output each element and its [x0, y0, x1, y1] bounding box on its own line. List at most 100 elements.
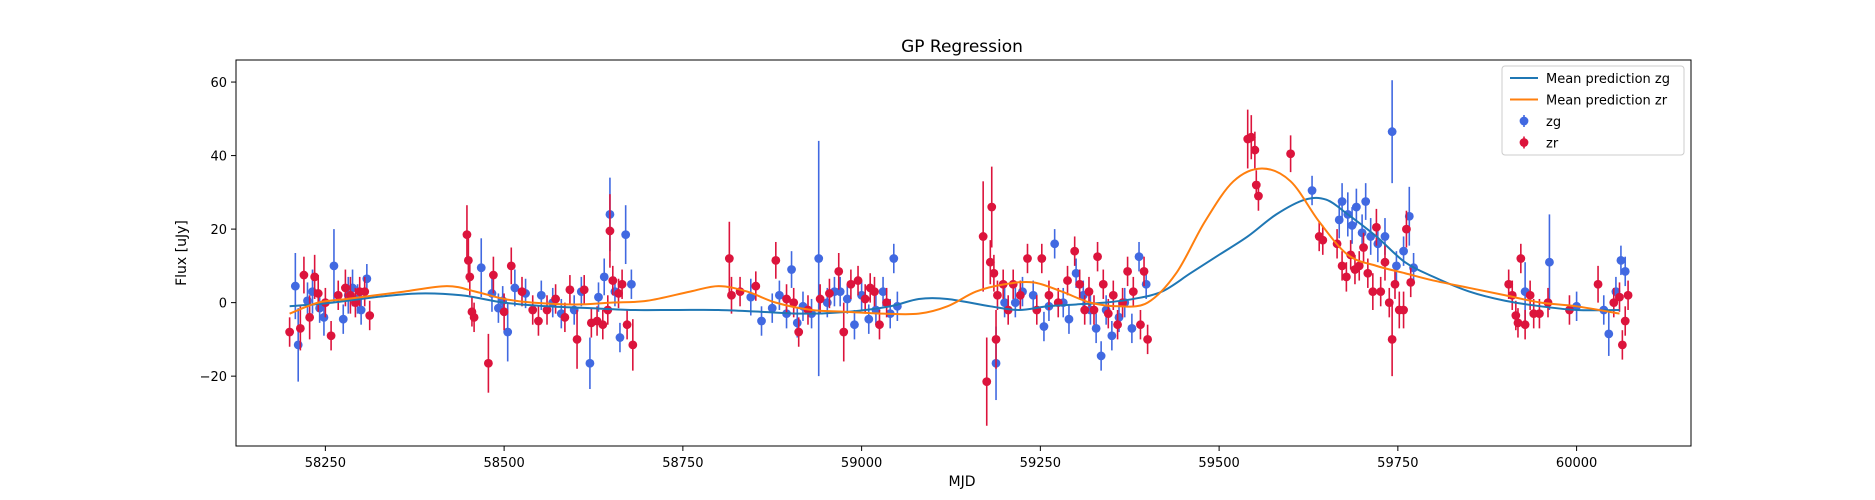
- data-point-zg-60: [1039, 322, 1049, 331]
- data-point-zg-20: [536, 290, 546, 300]
- data-point-zg-11: [356, 305, 366, 315]
- data-point-zr-135: [1609, 298, 1619, 308]
- data-point-zr-136: [1615, 292, 1624, 302]
- data-point-zg-57: [1010, 298, 1020, 308]
- data-point-zr-1: [295, 323, 305, 333]
- data-point-zr-85: [1093, 252, 1102, 262]
- data-point-zg-5: [319, 312, 329, 322]
- data-point-zr-101: [1286, 149, 1296, 159]
- data-point-zg-17: [503, 327, 513, 337]
- data-point-zr-22: [499, 307, 509, 317]
- data-point-zr-94: [1139, 266, 1149, 276]
- data-point-zg-90: [1399, 246, 1408, 256]
- data-point-zr-54: [834, 266, 844, 276]
- data-point-zr-28: [551, 294, 560, 304]
- data-point-zr-0: [285, 327, 295, 337]
- data-point-zr-100: [1254, 191, 1263, 201]
- data-point-zr-17: [465, 272, 475, 282]
- data-point-zr-62: [882, 298, 892, 308]
- data-point-zr-97: [1246, 132, 1256, 142]
- data-point-zr-103: [1318, 235, 1328, 245]
- data-point-zr-38: [608, 276, 618, 285]
- data-point-zg-87: [1380, 232, 1390, 241]
- data-point-zg-13: [476, 263, 486, 273]
- data-point-zr-123: [1504, 279, 1514, 289]
- data-point-zr-86: [1098, 279, 1108, 289]
- data-point-zr-27: [542, 305, 552, 315]
- data-point-zr-55: [839, 327, 849, 337]
- data-point-zg-83: [1357, 228, 1367, 238]
- data-point-zg-75: [1134, 252, 1144, 262]
- data-point-zr-13: [360, 287, 370, 296]
- data-point-zr-65: [985, 257, 995, 267]
- data-point-zr-60: [870, 287, 879, 296]
- y-axis-label: Flux [uJy]: [174, 220, 190, 286]
- data-point-zr-106: [1341, 272, 1351, 282]
- data-point-zr-32: [579, 285, 589, 295]
- data-point-zr-109: [1354, 261, 1364, 271]
- data-point-zr-118: [1390, 279, 1400, 289]
- data-point-zg-46: [842, 294, 852, 304]
- data-point-zg-99: [1616, 255, 1626, 265]
- x-tick-label-59000: 59000: [841, 456, 882, 471]
- data-point-zg-33: [746, 292, 756, 302]
- data-point-zg-59: [1028, 290, 1038, 300]
- data-point-zr-138: [1620, 316, 1630, 326]
- data-point-zr-24: [517, 287, 527, 296]
- data-point-zr-111: [1363, 268, 1373, 278]
- data-point-zr-121: [1402, 224, 1411, 234]
- x-tick-label-59250: 59250: [1020, 456, 1061, 471]
- data-point-zr-56: [846, 279, 856, 289]
- data-point-zg-51: [878, 287, 888, 296]
- data-point-zg-53: [889, 254, 899, 263]
- data-point-zg-64: [1064, 314, 1074, 324]
- data-point-zr-81: [1075, 279, 1085, 289]
- data-point-zg-39: [792, 318, 802, 328]
- data-point-zr-40: [617, 279, 627, 289]
- data-point-zr-98: [1250, 145, 1260, 155]
- x-axis-label: MJD: [949, 474, 976, 490]
- data-point-zg-71: [1107, 331, 1117, 341]
- data-point-zr-30: [565, 285, 575, 295]
- data-point-zg-65: [1071, 268, 1081, 278]
- data-point-zg-1: [293, 340, 303, 350]
- data-point-zr-15: [462, 230, 472, 240]
- data-point-zr-16: [463, 255, 473, 265]
- data-point-zr-127: [1516, 254, 1526, 263]
- data-point-zg-38: [787, 265, 796, 274]
- data-point-zr-68: [991, 334, 1001, 344]
- data-point-zr-47: [771, 255, 781, 265]
- data-point-zr-87: [1103, 309, 1113, 319]
- data-point-zg-32: [626, 279, 636, 289]
- data-point-zg-89: [1392, 261, 1401, 271]
- data-point-zr-9: [340, 283, 350, 293]
- data-point-zr-117: [1387, 334, 1397, 344]
- data-point-zg-35: [767, 303, 777, 313]
- data-point-zr-77: [1044, 290, 1054, 300]
- legend-label-mean-prediction-zg: Mean prediction zg: [1546, 72, 1670, 87]
- data-point-zr-26: [534, 316, 543, 326]
- data-point-zg-31: [621, 230, 631, 240]
- data-point-zr-80: [1070, 246, 1080, 256]
- data-point-zg-100: [1620, 266, 1630, 276]
- x-tick-label-58500: 58500: [483, 456, 524, 471]
- data-point-zr-134: [1593, 279, 1603, 289]
- data-point-zr-131: [1535, 309, 1544, 319]
- data-point-zg-34: [757, 316, 766, 326]
- data-point-zg-42: [814, 254, 824, 263]
- data-point-zr-128: [1520, 320, 1530, 330]
- data-point-zr-105: [1337, 261, 1347, 271]
- y-tick-label-20: 20: [210, 223, 227, 238]
- data-point-zr-139: [1623, 290, 1633, 300]
- legend-label-zr: zr: [1546, 137, 1559, 152]
- data-point-zr-84: [1089, 305, 1099, 315]
- legend-box: [1501, 65, 1685, 156]
- data-point-zg-56: [1000, 298, 1010, 308]
- data-point-zr-113: [1372, 222, 1381, 232]
- data-point-zr-43: [724, 254, 734, 263]
- data-point-zr-112: [1368, 287, 1378, 296]
- data-point-zg-69: [1096, 351, 1106, 361]
- y-tick-label-0: 0: [219, 297, 227, 312]
- data-point-zg-76: [1141, 279, 1151, 289]
- data-point-zr-137: [1617, 340, 1627, 350]
